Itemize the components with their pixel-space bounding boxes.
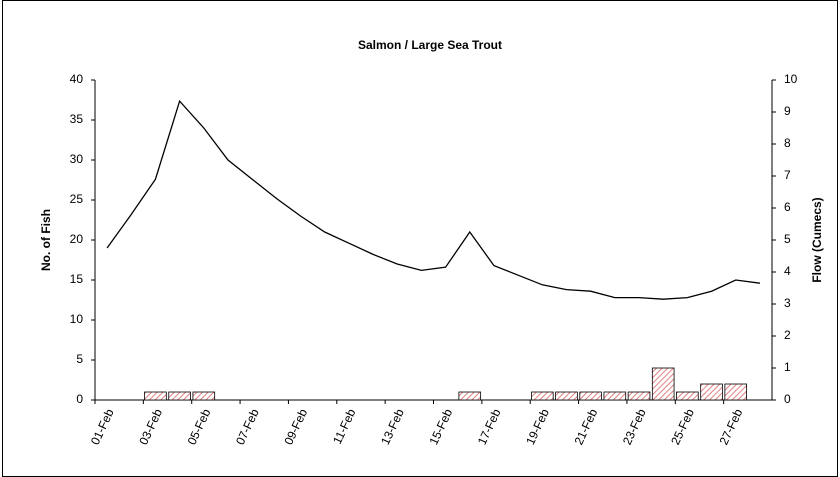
y2-tick-label: 3: [784, 296, 791, 310]
y-tick-label: 20: [70, 232, 84, 246]
y2-tick-label: 0: [784, 392, 791, 406]
y-tick-label: 40: [70, 72, 84, 86]
x-tick-label: 07-Feb: [233, 406, 262, 447]
x-tick-label: 17-Feb: [475, 406, 504, 447]
y2-tick-label: 2: [784, 328, 791, 342]
y-tick-label: 25: [70, 192, 84, 206]
bar: [676, 391, 699, 401]
y-tick-label: 35: [70, 112, 84, 126]
x-tick-label: 19-Feb: [523, 406, 552, 447]
y2-tick-label: 8: [784, 136, 791, 150]
bar: [555, 391, 578, 401]
x-tick-label: 01-Feb: [88, 406, 117, 447]
y-axis-label: No. of Fish: [39, 209, 53, 271]
x-tick-label: 13-Feb: [378, 406, 407, 447]
y2-tick-label: 1: [784, 360, 791, 374]
bar: [724, 383, 748, 401]
bar: [603, 391, 627, 401]
bar: [651, 367, 675, 401]
y2-tick-label: 10: [784, 72, 798, 86]
y2-tick-label: 7: [784, 168, 791, 182]
bar: [144, 391, 167, 401]
x-tick-label: 03-Feb: [136, 406, 165, 447]
y-tick-label: 10: [70, 312, 84, 326]
y-tick-label: 5: [76, 352, 83, 366]
flow-line: [106, 99, 760, 300]
x-tick-label: 21-Feb: [571, 406, 600, 447]
bar: [579, 391, 602, 401]
bar: [168, 391, 191, 401]
x-tick-label: 27-Feb: [717, 406, 746, 447]
y2-tick-label: 9: [784, 104, 791, 118]
bar: [531, 391, 554, 401]
bar: [458, 391, 482, 401]
y-tick-label: 15: [70, 272, 84, 286]
y-tick-label: 30: [70, 152, 84, 166]
y-tick-label: 0: [76, 392, 83, 406]
bar: [700, 383, 723, 401]
y2-tick-label: 5: [784, 232, 791, 246]
y2-axis-label: Flow (Cumecs): [810, 197, 824, 282]
x-tick-label: 15-Feb: [426, 406, 455, 447]
y2-tick-label: 6: [784, 200, 791, 214]
x-tick-label: 05-Feb: [185, 406, 214, 447]
x-tick-label: 25-Feb: [668, 406, 697, 447]
x-tick-label: 23-Feb: [620, 406, 649, 447]
x-tick-label: 09-Feb: [281, 406, 310, 447]
bar: [192, 391, 216, 401]
y2-tick-label: 4: [784, 264, 791, 278]
chart-title: Salmon / Large Sea Trout: [358, 38, 502, 52]
bar: [627, 391, 651, 401]
x-tick-label: 11-Feb: [330, 406, 359, 446]
